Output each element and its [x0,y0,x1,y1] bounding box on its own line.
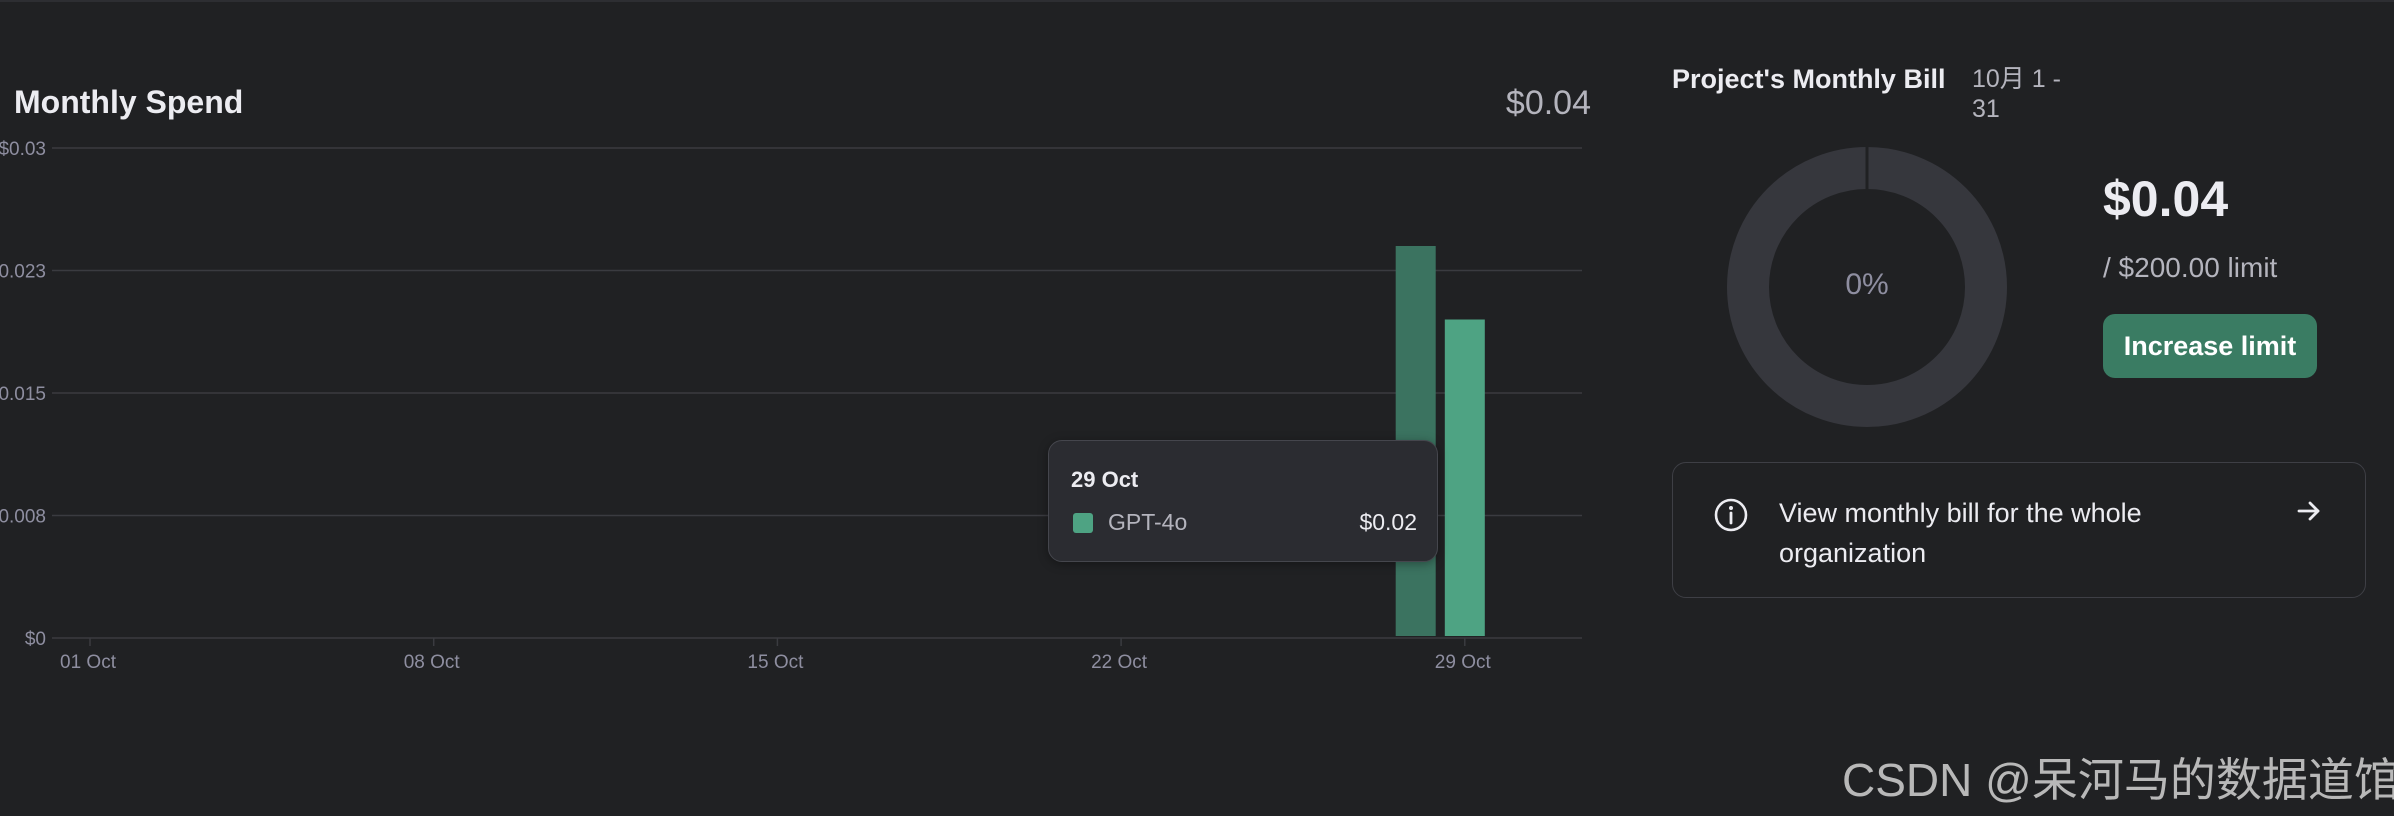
bar-chart-svg[interactable]: $0 $0.008 $0.015 $0.023 $0.03 01 Oct 08 Oct 15 … [0,130,1600,690]
spend-bar[interactable] [1444,319,1485,637]
x-tick-label: 08 Oct [404,652,461,673]
usage-donut-chart [1726,146,2008,433]
watermark: CSDN @呆河马的数据道馆 [1842,754,2394,806]
tooltip-date: 29 Oct [1071,467,1139,492]
y-tick-label: $0.015 [0,384,46,405]
x-tick-label: 29 Oct [1435,652,1492,673]
project-bill-title: Project's Monthly Bill [1672,64,1946,94]
monthly-spend-chart[interactable]: $0 $0.008 $0.015 $0.023 $0.03 01 Oct 08 Oct 15 … [0,130,1600,690]
top-border [0,0,2394,2]
tooltip-series-value: $0.02 [1359,509,1417,535]
x-tick-label: 22 Oct [1091,652,1148,673]
arrow-right-icon [2295,497,2323,530]
info-icon [1713,497,1749,538]
increase-limit-button[interactable]: Increase limit [2103,314,2317,378]
y-tick-label: $0.03 [0,139,46,160]
x-tick-label: 01 Oct [60,652,117,673]
bill-limit: / $200.00 limit [2103,252,2278,283]
y-tick-label: $0 [25,629,46,650]
chart-tooltip: 29 Oct GPT-4o $0.02 [1048,440,1438,562]
bill-date-range: 10月 1 - 31 [1972,65,2061,123]
x-tick-label: 15 Oct [747,652,804,673]
view-organization-bill-text: View monthly bill for the whole organiza… [1779,498,2142,568]
usage-percent: 0% [1845,268,1889,301]
y-tick-label: $0.023 [0,262,46,283]
monthly-spend-total: $0.04 [1505,84,1591,122]
tooltip-series-swatch [1073,513,1093,533]
bill-amount: $0.04 [2103,171,2229,227]
view-organization-bill-link[interactable]: View monthly bill for the whole organiza… [1672,462,2366,598]
y-tick-label: $0.008 [0,507,46,528]
tooltip-series-name: GPT-4o [1108,509,1188,535]
monthly-spend-title: Monthly Spend [14,84,244,120]
